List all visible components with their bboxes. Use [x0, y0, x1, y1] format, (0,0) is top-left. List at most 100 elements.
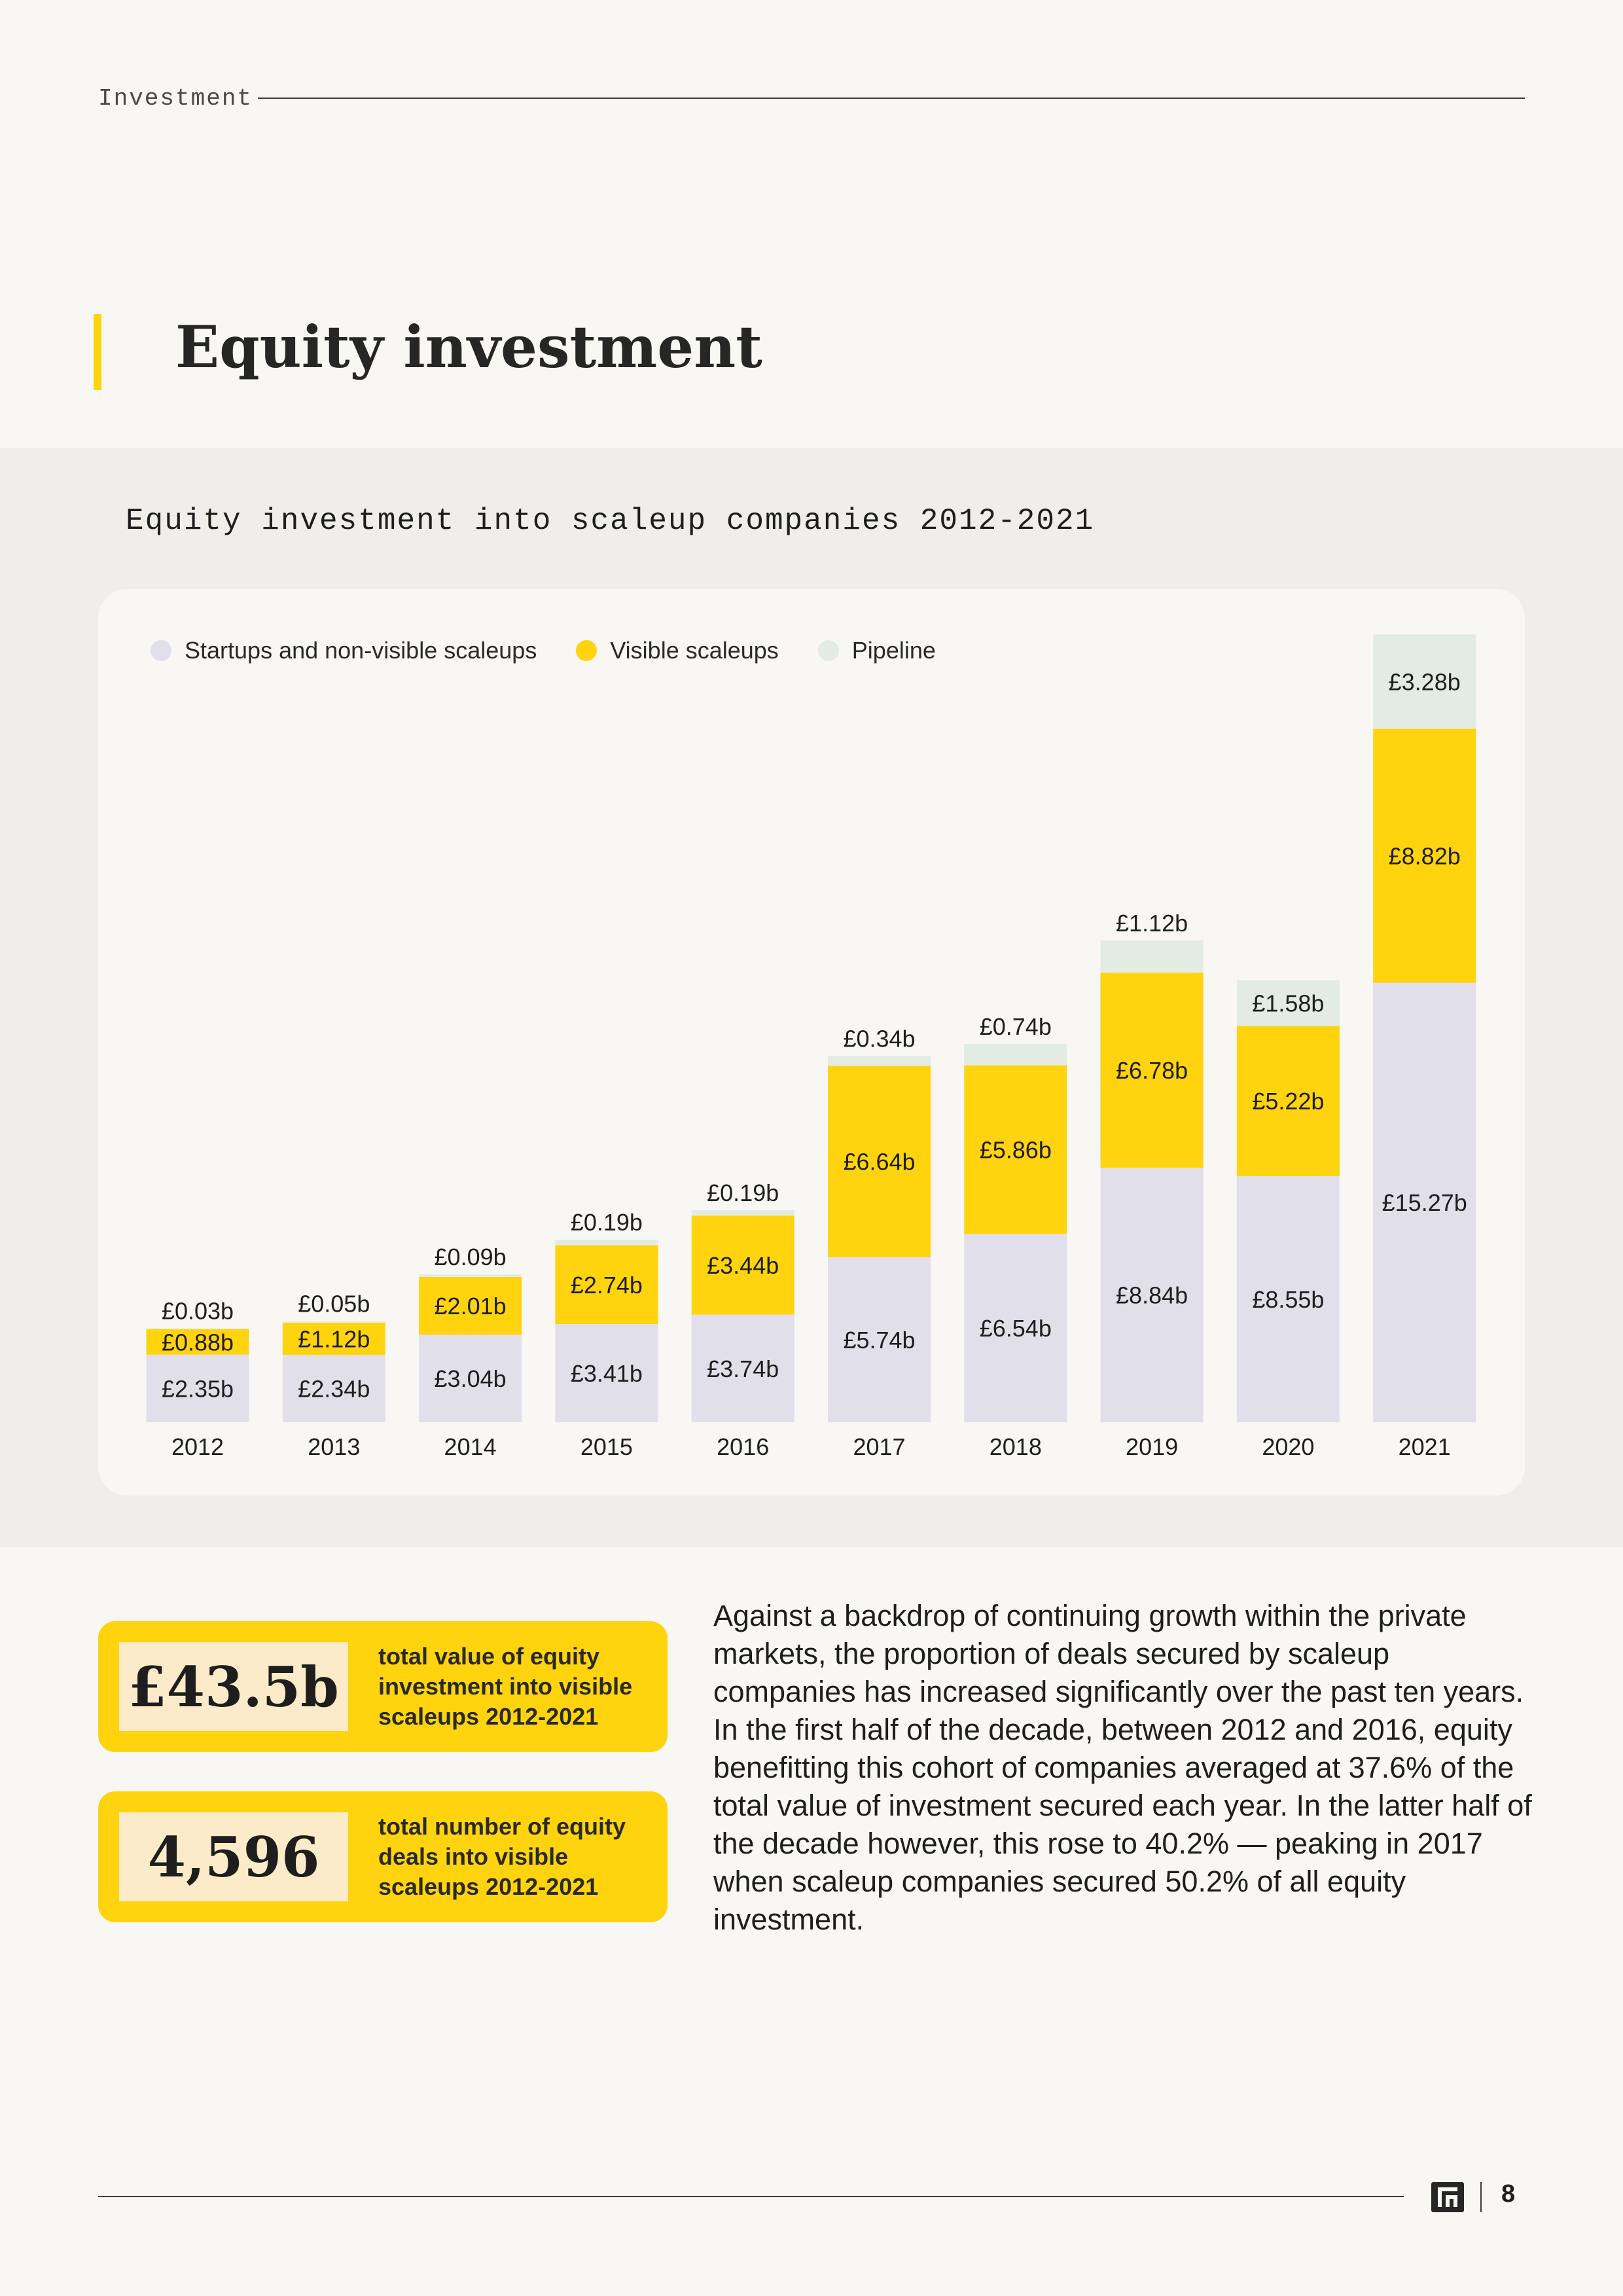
legend-item-startups: Startups and non-visible scaleups [151, 637, 537, 664]
bar-segment-startups-and-non-visible-scaleups [555, 1324, 658, 1422]
bar-segment-startups-and-non-visible-scaleups [1373, 982, 1476, 1422]
bar-segment-visible-scaleups [828, 1066, 931, 1257]
x-tick-label: 2012 [171, 1433, 224, 1460]
stat-value-box: 4,596 [119, 1812, 348, 1901]
chart-title: Equity investment into scaleup companies… [126, 504, 1095, 538]
data-label: £6.78b [1116, 1057, 1188, 1084]
legend-item-pipeline: Pipeline [817, 637, 936, 664]
bar-segment-visible-scaleups [419, 1276, 522, 1335]
section-label: Investment [98, 84, 253, 112]
bar-segment-pipeline [1236, 980, 1340, 1026]
header-divider [258, 98, 1525, 99]
data-label: £3.44b [707, 1252, 779, 1279]
chart-card: £2.35b £0.88b £0.03b 2012 £2.34b £1.12b £0.05b… [98, 589, 1525, 1496]
bar-segment-startups-and-non-visible-scaleups [282, 1355, 385, 1422]
bar-segment-visible-scaleups [1236, 1026, 1340, 1176]
x-tick-label: 2019 [1126, 1433, 1178, 1460]
logo-icon [1431, 2182, 1464, 2212]
stat-value: 4,596 [147, 1824, 320, 1890]
chart-legend: Startups and non-visible scaleups Visibl… [151, 636, 975, 665]
data-label: £2.01b [435, 1293, 507, 1319]
bar-segment-startups-and-non-visible-scaleups [691, 1314, 794, 1422]
bar-segment-pipeline [964, 1044, 1067, 1066]
x-tick-label: 2021 [1399, 1433, 1451, 1460]
legend-item-visible: Visible scaleups [576, 637, 779, 664]
bar-segment-visible-scaleups [146, 1329, 249, 1355]
x-tick-label: 2020 [1262, 1433, 1314, 1460]
bar-segment-pipeline [282, 1321, 385, 1323]
legend-label: Pipeline [851, 637, 936, 664]
data-label: £5.74b [843, 1327, 915, 1354]
body-paragraph: Against a backdrop of continuing growth … [713, 1599, 1532, 1936]
stat-value-box: £43.5b [119, 1642, 348, 1731]
stat-value: £43.5b [128, 1654, 339, 1719]
data-label: £0.19b [707, 1179, 779, 1206]
x-tick-label: 2013 [308, 1433, 360, 1460]
bar-segment-pipeline [828, 1056, 931, 1066]
data-label: £1.12b [1116, 910, 1188, 937]
bar-segment-visible-scaleups [1100, 973, 1204, 1168]
stat-card-deal-count: 4,596 total number of equity deals into … [98, 1791, 668, 1922]
bar-segment-visible-scaleups [282, 1322, 385, 1355]
stat-caption: total value of equity investment into vi… [378, 1643, 633, 1730]
bar-segment-pipeline [691, 1210, 794, 1216]
x-tick-label: 2018 [990, 1433, 1042, 1460]
data-label: £8.84b [1116, 1282, 1188, 1309]
data-label: £1.12b [298, 1325, 370, 1352]
page-number: 8 [1501, 2180, 1516, 2208]
x-tick-label: 2017 [853, 1433, 905, 1460]
page-title: Equity investment [175, 313, 762, 381]
chart-plot: £2.35b £0.88b £0.03b 2012 £2.34b £1.12b £0.05b… [146, 634, 1476, 1460]
bar-segment-startups-and-non-visible-scaleups [1100, 1168, 1204, 1422]
x-tick-label: 2014 [444, 1433, 497, 1460]
legend-swatch-visible [576, 640, 597, 661]
data-label: £2.34b [298, 1376, 370, 1403]
bar-segment-visible-scaleups [1373, 728, 1476, 983]
bar-segment-startups-and-non-visible-scaleups [964, 1234, 1067, 1422]
page-header: Investment [98, 81, 1525, 115]
data-label: £0.09b [435, 1244, 507, 1270]
bar-segment-pipeline [1373, 634, 1476, 729]
data-label: £3.04b [435, 1365, 507, 1392]
bar-segment-startups-and-non-visible-scaleups [828, 1257, 931, 1422]
data-label: £0.19b [571, 1209, 643, 1236]
bar-segment-pipeline [419, 1274, 522, 1277]
footer-divider [98, 2196, 1404, 2197]
data-label: £5.86b [980, 1137, 1052, 1164]
legend-swatch-pipeline [817, 640, 839, 661]
legend-label: Visible scaleups [610, 637, 779, 664]
data-label: £2.74b [571, 1272, 643, 1299]
bar-segment-visible-scaleups [555, 1245, 658, 1325]
data-label: £8.55b [1252, 1286, 1324, 1313]
data-label: £3.28b [1389, 668, 1461, 695]
data-label: £8.82b [1389, 843, 1461, 870]
data-label: £0.05b [298, 1291, 370, 1318]
data-label: £15.27b [1382, 1189, 1467, 1216]
data-label: £3.74b [707, 1355, 779, 1382]
data-label: £0.74b [980, 1013, 1052, 1040]
data-label: £0.88b [162, 1329, 234, 1355]
bar-segment-visible-scaleups [964, 1065, 1067, 1234]
bar-segment-startups-and-non-visible-scaleups [146, 1354, 249, 1422]
title-accent-bar [94, 314, 101, 390]
data-label: £2.35b [162, 1375, 234, 1402]
bar-segment-visible-scaleups [691, 1215, 794, 1315]
bar-segment-pipeline [555, 1240, 658, 1246]
bar-segment-startups-and-non-visible-scaleups [419, 1335, 522, 1422]
data-label: £0.34b [843, 1026, 915, 1052]
legend-swatch-startups [151, 640, 171, 661]
data-label: £6.64b [843, 1149, 915, 1175]
data-label: £1.58b [1252, 990, 1324, 1017]
bar-segment-pipeline [1100, 940, 1204, 973]
data-label: £5.22b [1252, 1088, 1324, 1115]
x-tick-label: 2016 [717, 1433, 769, 1460]
stat-caption: total number of equity deals into visibl… [378, 1813, 626, 1900]
x-tick-label: 2015 [580, 1433, 633, 1460]
footer-separator [1480, 2182, 1482, 2212]
data-label: £0.03b [162, 1298, 234, 1325]
data-label: £6.54b [980, 1315, 1052, 1342]
bar-segment-startups-and-non-visible-scaleups [1236, 1175, 1340, 1422]
data-label: £3.41b [571, 1360, 643, 1387]
stat-card-total-value: £43.5b total value of equity investment … [98, 1621, 668, 1752]
legend-label: Startups and non-visible scaleups [185, 637, 537, 664]
